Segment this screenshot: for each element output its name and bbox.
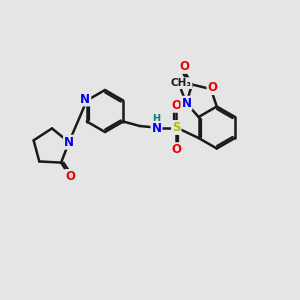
Text: N: N	[80, 92, 90, 106]
Text: O: O	[207, 81, 218, 94]
Text: O: O	[171, 99, 181, 112]
Text: N: N	[152, 122, 161, 135]
Text: S: S	[172, 121, 181, 134]
Text: O: O	[179, 60, 189, 73]
Text: N: N	[182, 97, 191, 110]
Text: H: H	[152, 114, 160, 124]
Text: CH₃: CH₃	[171, 78, 192, 88]
Text: O: O	[65, 170, 75, 183]
Text: O: O	[171, 143, 181, 156]
Text: N: N	[64, 136, 74, 149]
